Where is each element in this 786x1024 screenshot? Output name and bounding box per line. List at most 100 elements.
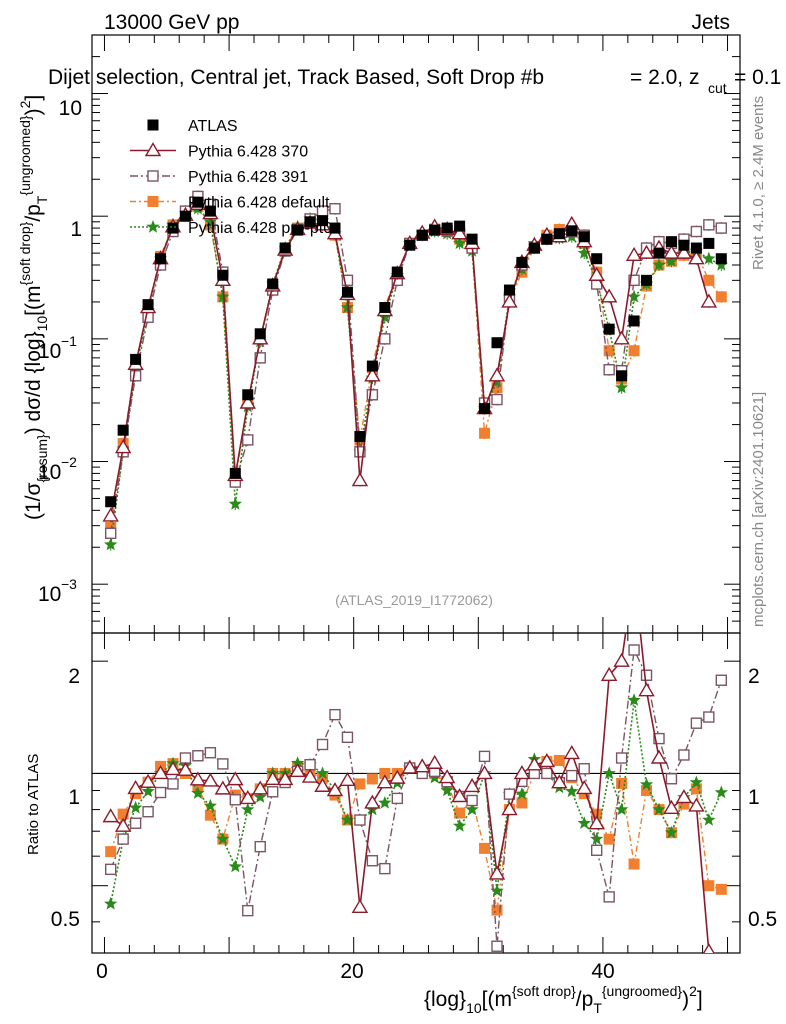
data-point	[354, 446, 366, 458]
rtick-2: 2	[68, 665, 80, 688]
data-point	[690, 242, 702, 254]
data-point	[703, 274, 715, 286]
ratio-point	[602, 766, 616, 780]
ratio-point	[242, 904, 254, 917]
ratio-y-tick-labels-left: 2 1 0.5	[51, 665, 80, 931]
ratio-point	[141, 784, 155, 798]
ratio-point	[351, 898, 369, 914]
ratio-point	[490, 884, 504, 897]
data-point	[703, 219, 715, 231]
ratio-point	[603, 833, 615, 845]
data-point	[613, 330, 630, 345]
data-point	[254, 328, 266, 340]
ratio-point	[254, 840, 266, 853]
ratio-point	[114, 817, 132, 832]
data-point	[204, 205, 216, 217]
ratio-point	[551, 774, 568, 789]
data-point	[616, 370, 628, 382]
ratio-point	[177, 761, 194, 776]
xtick-20: 20	[340, 960, 363, 983]
ratio-point	[389, 769, 406, 784]
xtick-0: 0	[96, 960, 108, 983]
x-axis-label: {log}10[(m{soft drop}/pT{ungroomed})2]	[424, 983, 703, 1016]
ratio-point	[513, 765, 531, 780]
ratio-point	[553, 754, 565, 766]
ratio-point	[266, 786, 279, 798]
ratio-point	[428, 770, 442, 784]
ratio-point	[678, 749, 690, 761]
ratio-point	[491, 904, 503, 916]
ratio-y-tick-labels-right: 2 1 0.5	[748, 665, 777, 931]
data-point	[329, 222, 341, 234]
ratio-point	[354, 814, 366, 826]
svg-text:10: 10	[38, 583, 61, 606]
data-point	[203, 214, 217, 228]
ytick-10m1: 10 −1	[38, 333, 77, 363]
svg-text:{log}10[(m{soft drop}/pT{ungro: {log}10[(m{soft drop}/pT{ungroomed})2]	[424, 983, 703, 1016]
data-point	[652, 258, 666, 271]
data-point	[391, 266, 403, 278]
ratio-point	[304, 758, 316, 771]
data-point	[364, 367, 381, 382]
legend-marker	[147, 119, 159, 131]
data-point	[130, 353, 142, 365]
data-point	[528, 242, 540, 254]
data-point	[117, 424, 129, 436]
ratio-point	[675, 789, 693, 804]
ratio-point	[167, 778, 179, 790]
ratio-point	[715, 883, 727, 895]
legend-entry-0: ATLAS	[147, 118, 238, 135]
legend-label: ATLAS	[188, 118, 238, 135]
data-point	[553, 228, 565, 240]
legend-entry-1: Pythia 6.428 370	[130, 142, 308, 161]
rtick-05-right: 0.5	[748, 908, 777, 931]
data-point	[229, 467, 241, 479]
ratio-point	[252, 780, 269, 795]
ytick-10: 10	[59, 97, 82, 120]
ratio-point	[628, 858, 640, 870]
series-2-ratio	[104, 644, 728, 952]
legend-marker	[147, 196, 159, 207]
ratio-point	[227, 771, 244, 786]
data-point	[627, 289, 641, 303]
ratio-point	[703, 880, 715, 892]
series-1-ratio	[102, 567, 715, 953]
data-point	[329, 203, 341, 215]
legend-entry-4: Pythia 6.428 pro-pt0	[130, 220, 332, 237]
ratio-point	[491, 940, 503, 952]
ratio-point	[578, 763, 590, 775]
data-point	[715, 222, 728, 234]
data-point	[665, 236, 677, 248]
legend-entry-2: Pythia 6.428 391	[130, 169, 308, 186]
ratio-point	[129, 817, 142, 829]
ratio-point	[314, 777, 331, 792]
data-point	[279, 242, 291, 254]
ratio-point	[463, 778, 481, 793]
data-point	[129, 370, 142, 382]
main-series-layer	[102, 190, 728, 551]
ratio-point	[451, 788, 468, 803]
ratio-point	[627, 567, 641, 579]
ratio-point	[641, 785, 653, 797]
ratio-point	[703, 942, 715, 953]
data-point	[114, 439, 132, 454]
ratio-point	[590, 844, 603, 856]
ratio-point	[276, 771, 294, 786]
data-point	[104, 527, 117, 539]
ratio-point	[479, 842, 491, 854]
data-point	[591, 253, 603, 265]
ratio-point	[217, 758, 229, 770]
data-point	[254, 352, 266, 364]
data-point	[155, 253, 167, 265]
data-point	[541, 233, 553, 245]
ratio-point	[454, 807, 466, 819]
ytick-1: 1	[70, 218, 82, 241]
ratio-point	[465, 802, 479, 816]
data-point	[491, 382, 503, 394]
ratio-point	[714, 785, 728, 799]
rtick-1-right: 1	[748, 786, 760, 809]
ytick-10m3: 10 −3	[38, 576, 77, 606]
ratio-point	[364, 794, 381, 809]
data-point	[378, 310, 392, 323]
ratio-point	[689, 775, 703, 789]
